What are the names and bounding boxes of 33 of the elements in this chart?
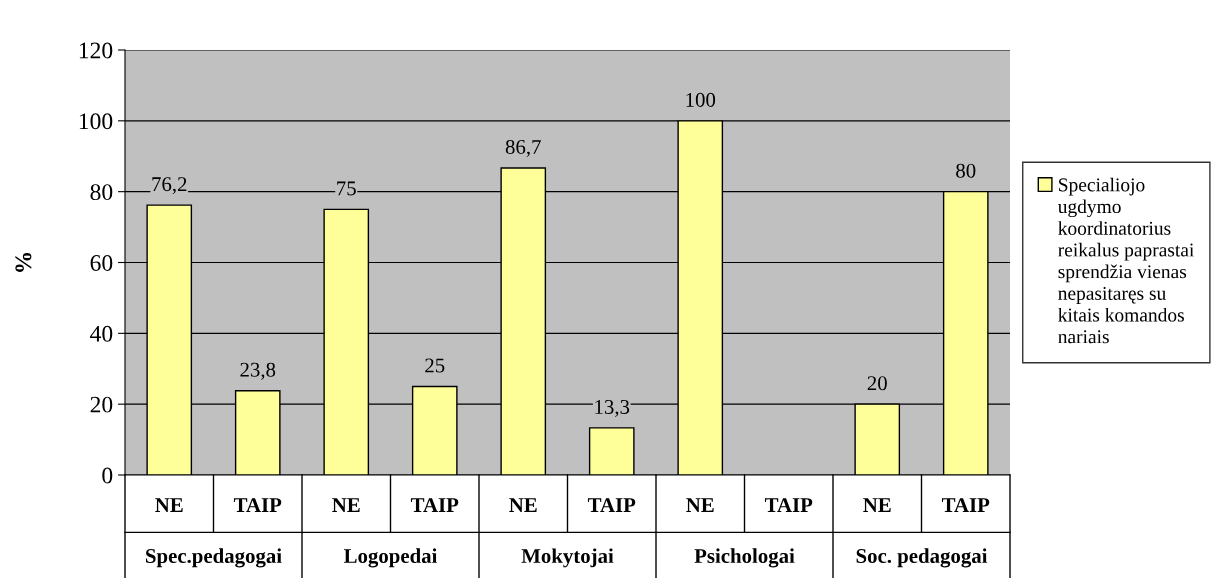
y-axis-title: % (15, 252, 32, 272)
y-tick-label: 0 (102, 467, 113, 484)
data-label: 86,7 (505, 139, 541, 157)
data-label: 76,2 (152, 177, 187, 195)
x-tick-label: NE (155, 498, 183, 512)
y-tick-label: 100 (79, 113, 113, 130)
text: Soc. pedagogai (856, 548, 988, 568)
x-tick-label: TAIP (233, 498, 282, 512)
legend-label: Specialiojo ugdymo koordinatorius reikalus paprastai sprendžia vienas nepasitaręs su kitais komandos nariais (1057, 177, 1194, 344)
data-label: 13,3 (595, 399, 630, 417)
x-tick-label: TAIP (941, 498, 990, 512)
data-label: 23,8 (240, 362, 276, 380)
x-tick-label: NE (686, 498, 714, 512)
x-tick-label: TAIP (587, 498, 636, 512)
text: Psichologai (694, 548, 795, 568)
text: Spec.pedagogai (146, 548, 282, 568)
x-tick-label: TAIP (410, 498, 459, 512)
data-label: 100 (686, 92, 716, 107)
y-tick-label: 20 (90, 396, 113, 413)
data-label: 20 (867, 376, 887, 391)
x-tick-label: TAIP (764, 498, 813, 512)
y-tick-label: 120 (79, 42, 113, 59)
data-label: 25 (425, 358, 445, 373)
x-tick-label: NE (863, 498, 891, 512)
data-label: 75 (337, 181, 356, 196)
y-tick-label: 80 (90, 184, 113, 201)
x-tick-label: NE (332, 498, 360, 512)
y-tick-label: 60 (90, 254, 113, 271)
x-tick-label: NE (509, 498, 537, 512)
data-label: 80 (956, 163, 976, 178)
y-tick-label: 40 (90, 325, 113, 342)
text: Mokytojai (521, 548, 614, 568)
text: Logopedai (343, 548, 438, 568)
